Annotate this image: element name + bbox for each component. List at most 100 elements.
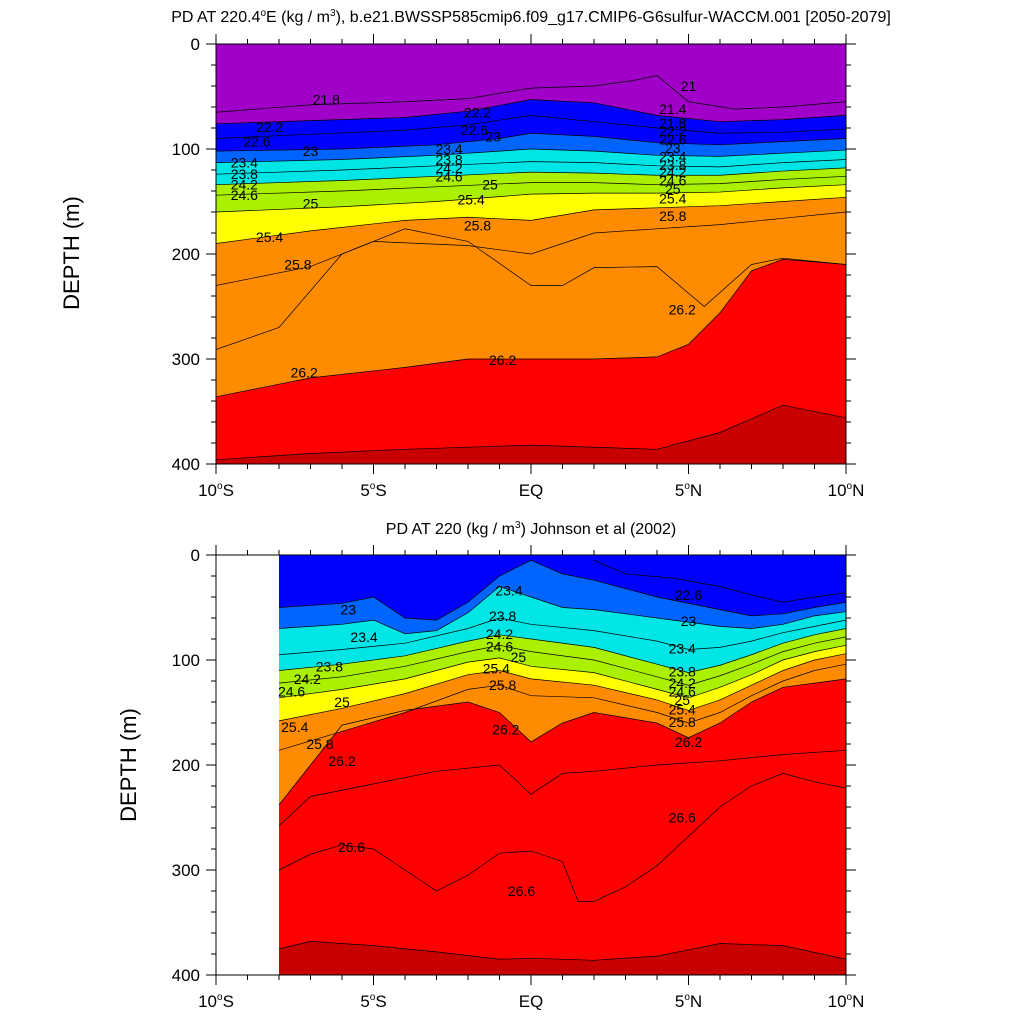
contour-label: 24.2 — [294, 671, 321, 687]
contour-line — [216, 196, 846, 244]
contour-label: 25 — [665, 181, 681, 197]
contour-label: 21.8 — [659, 115, 686, 131]
contour-label: 22.2 — [464, 104, 491, 120]
contour-label: 26.6 — [669, 810, 696, 826]
x-tick-label: 10oS — [198, 481, 234, 500]
contour-label: 24.6 — [486, 638, 513, 654]
panel-1-axes: 0 100 200 300 400 10oS 5oS EQ 5oN 10oN — [172, 34, 865, 500]
contour-label: 26.6 — [508, 883, 535, 899]
contour-label: 23 — [485, 128, 501, 144]
contour-line — [216, 404, 846, 461]
contour-label: 25.4 — [458, 191, 485, 207]
y-tick-label: 200 — [172, 245, 200, 264]
contour-label: 25.8 — [659, 208, 686, 224]
x-tick-label: 10oN — [828, 481, 865, 500]
x-tick-label: 5oN — [675, 992, 702, 1011]
contour-label: 25.4 — [659, 190, 686, 206]
x-tick-label: 5oN — [675, 481, 702, 500]
contour-label: 22.6 — [659, 132, 686, 148]
contour-line — [278, 653, 846, 722]
contour-label: 25.8 — [306, 736, 333, 752]
panel-2-title: PD AT 220 (kg / m3) Johnson et al (2002) — [386, 520, 676, 538]
contour-label: 23 — [665, 140, 681, 156]
contour-label: 22.6 — [461, 122, 488, 138]
contour-label: 26.2 — [291, 365, 318, 381]
panel-2-contour-labels: 23.42322.62323.423.824.224.62525.425.823… — [278, 583, 702, 899]
contour-line — [216, 132, 846, 152]
contour-label: 25.4 — [256, 229, 283, 245]
panel-2-axes: 0 100 200 300 400 10oS 5oS EQ 5oN 10oN — [172, 545, 865, 1011]
contour-label: 24.2 — [435, 160, 462, 176]
y-tick-label: 300 — [172, 350, 200, 369]
contour-label: 23.8 — [669, 664, 696, 680]
contour-label: 23.8 — [489, 608, 516, 624]
contour-label: 23.4 — [495, 583, 522, 599]
y-tick-label: 400 — [172, 455, 200, 474]
contour-label: 25.4 — [483, 660, 510, 676]
contour-line — [278, 773, 846, 902]
contour-label: 21.8 — [313, 92, 340, 108]
contour-label: 24.2 — [669, 675, 696, 691]
contour-label: 25.8 — [284, 257, 311, 273]
contour-label: 23 — [681, 613, 697, 629]
contour-label: 24.6 — [435, 168, 462, 184]
contour-label: 23.4 — [231, 155, 258, 171]
contour-line — [278, 644, 846, 699]
contour-label: 24.6 — [278, 684, 305, 700]
y-tick-label: 200 — [172, 756, 200, 775]
contour-label: 26.2 — [675, 734, 702, 750]
y-tick-label: 0 — [191, 546, 200, 565]
contour-line — [278, 559, 846, 621]
contour-line — [216, 115, 846, 139]
contour-line — [216, 228, 846, 350]
contour-label: 23.8 — [316, 658, 343, 674]
y-tick-label: 300 — [172, 861, 200, 880]
contour-line — [216, 148, 846, 163]
contour-label: 24.6 — [659, 173, 686, 189]
contour-label: 24.2 — [231, 177, 258, 193]
contour-label: 26.2 — [492, 721, 519, 737]
contour-label: 21 — [681, 78, 697, 94]
x-tick-label: EQ — [519, 992, 544, 1011]
panel-2: PD AT 220 (kg / m3) Johnson et al (2002)… — [116, 520, 864, 1011]
contour-label: 23.4 — [669, 640, 696, 656]
contour-line — [278, 636, 846, 686]
contour-label: 26.6 — [338, 839, 365, 855]
contour-label: 24.6 — [231, 187, 258, 203]
contour-line — [278, 941, 846, 961]
contour-label: 25 — [334, 694, 350, 710]
contour-label: 23.4 — [435, 141, 462, 157]
contour-line — [278, 628, 846, 673]
contour-label: 26.2 — [328, 753, 355, 769]
contour-label: 25 — [303, 196, 319, 212]
contour-fill-band — [216, 44, 846, 113]
panel-2-ylabel: DEPTH (m) — [116, 708, 141, 822]
panel-1-ylabel: DEPTH (m) — [59, 196, 84, 310]
panel-1-contour-lines — [216, 75, 846, 461]
contour-label: 23.8 — [659, 157, 686, 173]
panel-2-contour-lines — [278, 559, 846, 961]
contour-label: 24.2 — [659, 164, 686, 180]
contour-line — [216, 159, 846, 175]
contour-line — [216, 258, 846, 398]
contour-label: 25.4 — [669, 701, 696, 717]
contour-label: 26.2 — [669, 302, 696, 318]
contour-line — [216, 99, 846, 125]
contour-line — [216, 75, 846, 113]
contour-label: 25.8 — [669, 714, 696, 730]
contour-label: 25.8 — [489, 677, 516, 693]
contour-line — [216, 167, 846, 186]
contour-line — [278, 678, 846, 806]
panel-1-title: PD AT 220.4oE (kg / m3), b.e21.BWSSP585c… — [171, 8, 891, 26]
contour-label: 23 — [341, 602, 357, 618]
panel-2-contour-fills — [279, 555, 846, 975]
contour-label: 22.2 — [659, 123, 686, 139]
contour-label: 23 — [303, 143, 319, 159]
contour-label: 23.8 — [435, 152, 462, 168]
contour-fill-band — [594, 555, 846, 603]
contour-label: 25.4 — [281, 719, 308, 735]
x-tick-label: 10oN — [828, 992, 865, 1011]
y-tick-label: 100 — [172, 651, 200, 670]
